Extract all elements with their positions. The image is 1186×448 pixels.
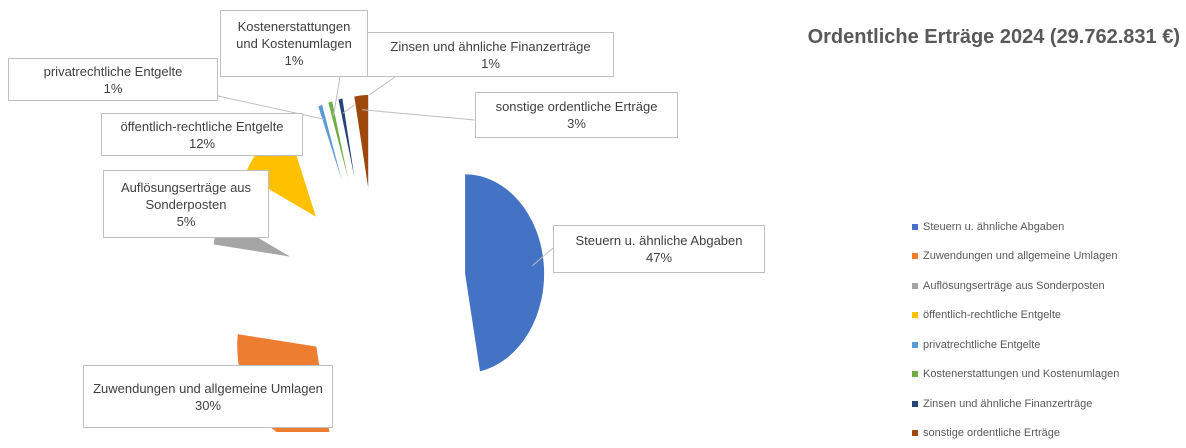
legend-label: Steuern u. ähnliche Abgaben bbox=[923, 221, 1064, 233]
label-category: Zinsen und ähnliche Finanzerträge bbox=[374, 38, 607, 55]
legend-label: Zuwendungen und allgemeine Umlagen bbox=[923, 250, 1117, 262]
label-value: 3% bbox=[482, 115, 671, 132]
legend-item: Steuern u. ähnliche Abgaben bbox=[912, 212, 1119, 242]
label-category: Auflösungserträge aus Sonderposten bbox=[110, 179, 262, 213]
label-category: privatrechtliche Entgelte bbox=[15, 63, 211, 80]
page: {"chart_data": { "type": "pie", "title":… bbox=[0, 0, 1186, 432]
legend-swatch bbox=[912, 224, 918, 230]
legend-item: Zinsen und ähnliche Finanzerträge bbox=[912, 389, 1119, 419]
leader-line bbox=[333, 77, 340, 116]
legend-label: öffentlich-rechtliche Entgelte bbox=[923, 309, 1061, 321]
pie-slice bbox=[354, 94, 369, 194]
legend-swatch bbox=[912, 253, 918, 259]
label-value: 30% bbox=[90, 397, 326, 414]
label-category: sonstige ordentliche Erträge bbox=[482, 98, 671, 115]
label-value: 47% bbox=[560, 249, 758, 266]
leader-line bbox=[362, 110, 475, 120]
label-category: Zuwendungen und allgemeine Umlagen bbox=[90, 380, 326, 397]
legend-label: Zinsen und ähnliche Finanzerträge bbox=[923, 398, 1092, 410]
legend-item: Zuwendungen und allgemeine Umlagen bbox=[912, 242, 1119, 272]
legend-swatch bbox=[912, 312, 918, 318]
chart-title: Ordentliche Erträge 2024 (29.762.831 €) bbox=[700, 26, 1180, 49]
label-value: 5% bbox=[110, 213, 262, 230]
legend-item: privatrechtliche Entgelte bbox=[912, 330, 1119, 360]
legend-item: Kostenerstattungen und Kostenumlagen bbox=[912, 360, 1119, 390]
label-category: Steuern u. ähnliche Abgaben bbox=[560, 232, 758, 249]
legend-swatch bbox=[912, 371, 918, 377]
legend-swatch bbox=[912, 401, 918, 407]
legend-label: sonstige ordentliche Erträge bbox=[923, 427, 1060, 439]
legend-item: Auflösungserträge aus Sonderposten bbox=[912, 271, 1119, 301]
pie-slice bbox=[465, 174, 545, 372]
legend-label: privatrechtliche Entgelte bbox=[923, 339, 1040, 351]
legend-item: öffentlich-rechtliche Entgelte bbox=[912, 301, 1119, 331]
legend-item: sonstige ordentliche Erträge bbox=[912, 419, 1119, 448]
legend: Steuern u. ähnliche Abgaben Zuwendungen u… bbox=[912, 212, 1119, 448]
label-value: 12% bbox=[108, 135, 296, 152]
label-category: öffentlich-rechtliche Entgelte bbox=[108, 118, 296, 135]
legend-label: Kostenerstattungen und Kostenumlagen bbox=[923, 368, 1119, 380]
label-value: 1% bbox=[374, 55, 607, 72]
label-value: 1% bbox=[15, 80, 211, 97]
legend-swatch bbox=[912, 430, 918, 436]
legend-swatch bbox=[912, 283, 918, 289]
legend-label: Auflösungserträge aus Sonderposten bbox=[923, 280, 1105, 292]
label-value: 1% bbox=[227, 52, 361, 69]
label-category: Kostenerstattungen und Kostenumlagen bbox=[227, 18, 361, 52]
legend-swatch bbox=[912, 342, 918, 348]
